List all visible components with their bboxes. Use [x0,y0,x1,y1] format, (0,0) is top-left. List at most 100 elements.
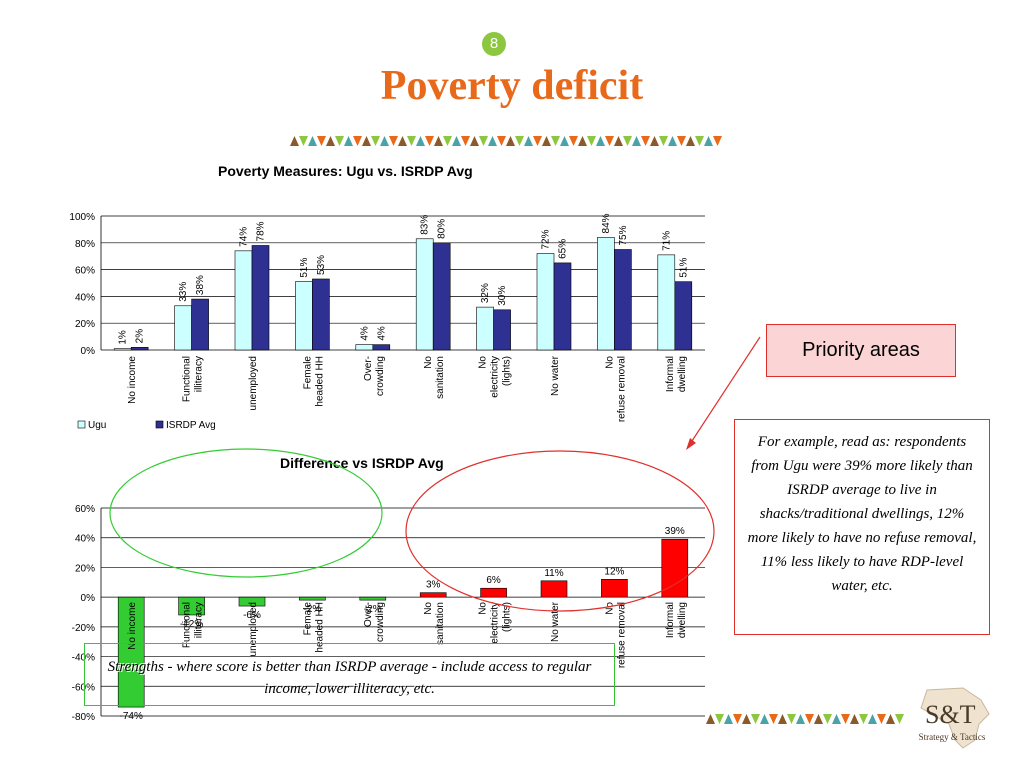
example-callout: For example, read as: respondents from U… [734,419,990,635]
bar-positive [540,580,568,598]
y-tick-label: 60% [75,504,95,515]
bar-isrdp [251,245,270,351]
category-label: dwelling [677,356,688,392]
bar-isrdp [674,281,693,351]
border-triangle [461,136,470,146]
category-label: electricity [490,356,501,398]
border-triangle [614,136,623,146]
border-triangle [308,136,317,146]
bar-negative [178,596,205,616]
logo-mark: S&T [925,700,976,729]
bar-isrdp [553,262,572,351]
border-triangle [787,714,796,724]
data-label: -2% [304,604,322,615]
category-label: Functional [182,356,193,402]
data-label: 11% [544,568,563,579]
legend-label-ugu: Ugu [88,420,106,431]
border-triangle [742,714,751,724]
category-label: dwelling [677,602,688,638]
y-tick-label: 80% [75,239,95,250]
border-triangle [398,136,407,146]
category-label: No water [550,601,561,642]
data-label: 38% [195,275,206,295]
border-triangle [425,136,434,146]
category-label: No income [127,602,138,650]
category-label: Informal [665,602,676,638]
border-triangle [560,136,569,146]
category-label: Functional [182,602,193,648]
category-label: electricity [490,602,501,644]
category-label: No [604,356,615,369]
border-triangle [470,136,479,146]
border-triangle [877,714,886,724]
border-triangle [859,714,868,724]
category-label: refuse removal [616,356,627,422]
border-triangle [524,136,533,146]
border-triangle [488,136,497,146]
border-triangle [796,714,805,724]
category-label: unemployed [248,356,259,410]
border-triangle [769,714,778,724]
border-triangle [407,136,416,146]
chart1-title: Poverty Measures: Ugu vs. ISRDP Avg [218,163,473,179]
decorative-border-top [290,136,722,146]
bar-positive [480,587,507,598]
bar-negative [117,596,145,708]
border-triangle [724,714,733,724]
bar-isrdp [312,278,330,351]
border-triangle [650,136,659,146]
category-label: Female [302,356,313,390]
border-triangle [290,136,299,146]
category-label: sanitation [435,602,446,645]
y-tick-label: 0% [81,593,96,604]
border-triangle [659,136,668,146]
border-triangle [452,136,461,146]
category-label: No [423,602,434,615]
border-triangle [353,136,362,146]
bar-isrdp [432,242,451,351]
border-triangle [434,136,443,146]
data-label: 78% [256,221,267,241]
category-label: sanitation [435,356,446,399]
category-label: Informal [665,356,676,392]
border-triangle [706,714,715,724]
border-triangle [751,714,760,724]
border-triangle [416,136,425,146]
data-label: 6% [486,575,501,586]
bar-isrdp [372,344,391,351]
border-triangle [695,136,704,146]
page-title: Poverty deficit [380,63,644,109]
y-tick-label: -20% [72,623,95,634]
data-label: 80% [437,219,448,239]
bar-isrdp [130,347,149,351]
bar-positive [601,579,628,598]
category-label: (lights) [502,602,513,632]
border-triangle [326,136,335,146]
bar-positive [419,592,447,598]
legend-swatch-isrdp [155,420,164,429]
border-triangle [317,136,326,146]
border-triangle [389,136,398,146]
y-tick-label: 100% [69,212,95,223]
category-label: unemployed [248,602,259,656]
border-triangle [506,136,515,146]
border-triangle [578,136,587,146]
border-triangle [686,136,695,146]
data-label: 83% [420,215,431,235]
y-tick-label: 0% [81,346,96,357]
border-triangle [814,714,823,724]
data-label: 53% [316,255,327,275]
border-triangle [850,714,859,724]
strengths-callout: Strengths - where score is better than I… [84,643,615,706]
data-label: 72% [541,229,552,249]
data-label: -74% [120,711,143,722]
data-label: 1% [118,330,129,345]
category-label: Over- [363,356,374,381]
data-label: 30% [497,286,508,306]
data-label: 65% [558,239,569,259]
border-triangle [778,714,787,724]
y-tick-label: -60% [72,682,95,693]
priority-areas-box: Priority areas [766,324,956,377]
border-triangle [895,714,904,724]
border-triangle [542,136,551,146]
